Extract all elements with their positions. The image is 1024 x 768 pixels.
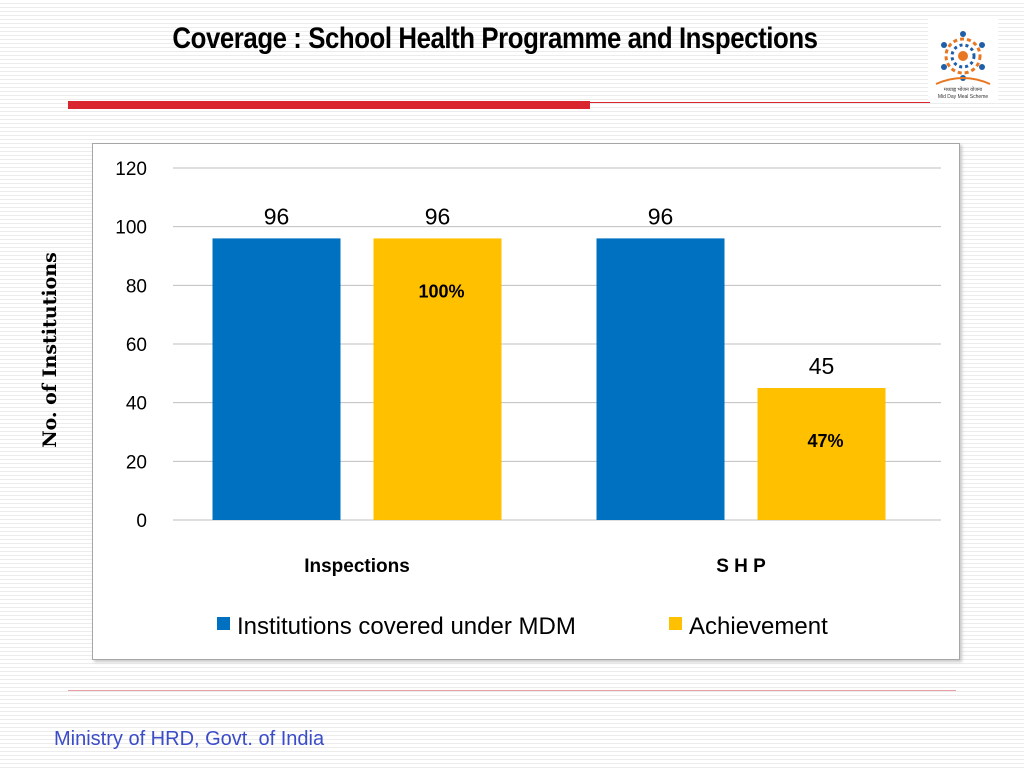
percent-label: 100% [418, 281, 464, 301]
title-underline-thin [590, 102, 930, 103]
y-tick-label: 60 [126, 335, 147, 356]
logo-caption-hindi: मध्याह्न भोजन योजना [943, 87, 983, 93]
legend-swatch [669, 617, 682, 630]
bar-chart: 0 20 40 60 80 100 120 96 96 100% Inspections 96 45 47… [115, 159, 941, 640]
x-tick-label: Inspections [304, 556, 410, 577]
y-tick-label: 120 [115, 159, 147, 180]
data-label: 96 [264, 203, 290, 229]
chart-frame: 0 20 40 60 80 100 120 96 96 100% Inspections 96 45 47… [92, 143, 960, 660]
x-tick-label: S H P [716, 556, 766, 577]
legend-label: Achievement [689, 613, 828, 640]
y-tick-label: 80 [126, 276, 147, 297]
footer-text: Ministry of HRD, Govt. of India [54, 728, 325, 750]
mdm-logo-emblem [935, 31, 991, 85]
data-label: 45 [809, 353, 835, 379]
percent-label: 47% [807, 431, 843, 451]
legend-swatch [217, 617, 230, 630]
legend-label: Institutions covered under MDM [237, 613, 576, 640]
y-tick-label: 0 [136, 511, 147, 532]
y-tick-label: 20 [126, 452, 147, 473]
y-tick-label: 100 [115, 218, 147, 239]
bar [596, 238, 725, 520]
bar [757, 388, 886, 520]
bar [373, 238, 502, 520]
logo-caption-english: Mid Day Meal Scheme [937, 94, 989, 100]
data-label: 96 [425, 203, 451, 229]
slide-title: Coverage : School Health Programme and I… [172, 22, 818, 55]
y-tick-label: 40 [126, 394, 147, 415]
data-label: 96 [648, 203, 674, 229]
mdm-logo: मध्याह्न भोजन योजना Mid Day Meal Scheme [928, 18, 998, 102]
footer-divider [68, 690, 956, 691]
y-axis-title: No. of Institutions [39, 252, 61, 448]
bar [212, 238, 341, 520]
title-underline-red [68, 101, 590, 109]
